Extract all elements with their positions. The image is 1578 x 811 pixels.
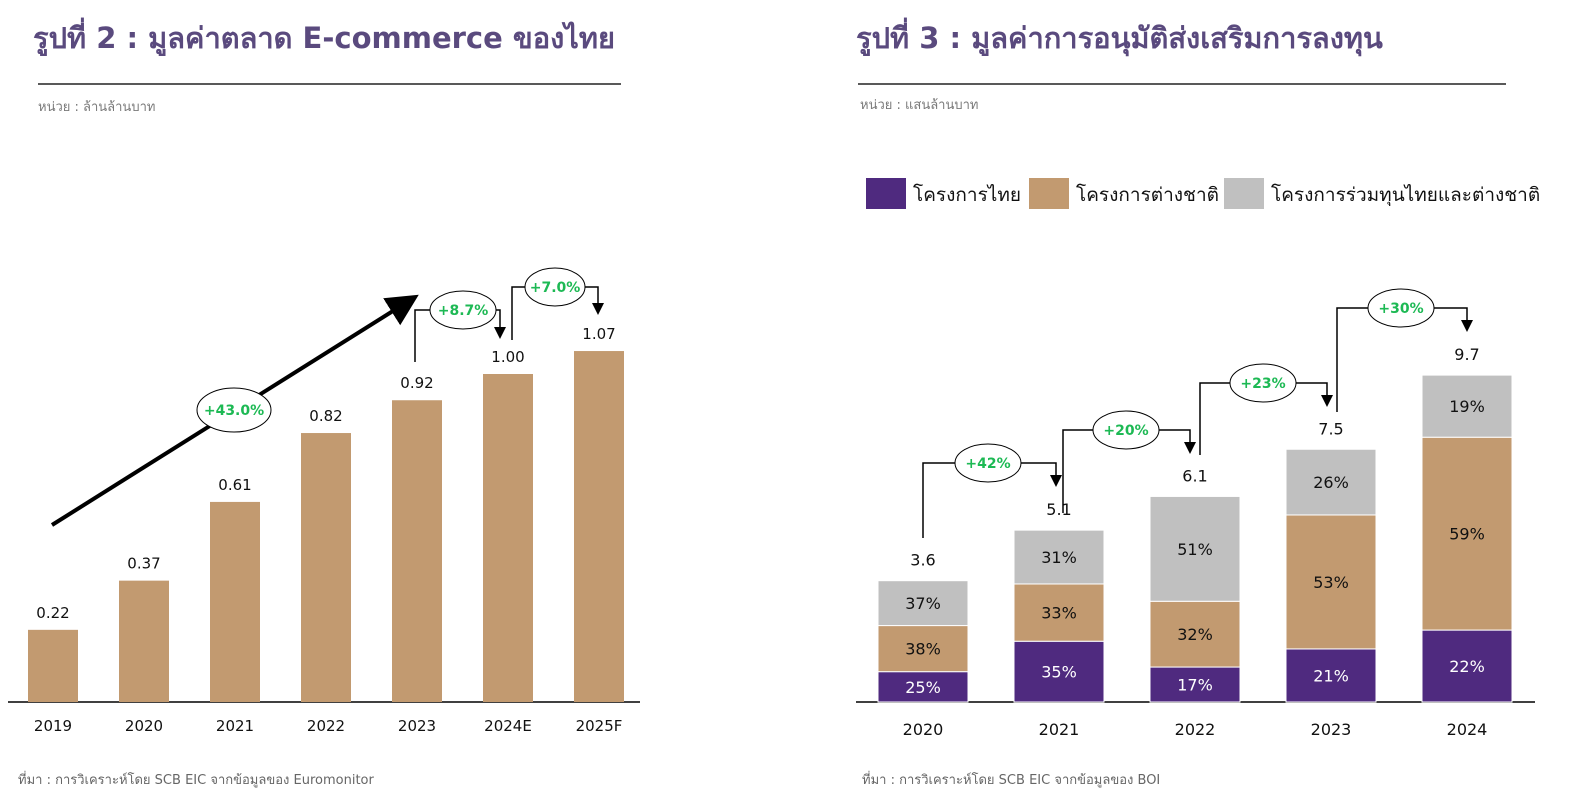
chart3-segment bbox=[877, 580, 969, 627]
chart3-growth-label: +23% bbox=[1240, 376, 1285, 392]
chart2-source: ที่มา : การวิเคราะห์โดย SCB EIC จากข้อมู… bbox=[18, 771, 374, 788]
chart2-x-tick: 2022 bbox=[307, 717, 345, 735]
chart3-unit: หน่วย : แสนล้านบาท bbox=[860, 98, 979, 113]
legend-swatch bbox=[1224, 178, 1264, 209]
chart2-growth-2025-bubble bbox=[524, 267, 586, 307]
chart2-growth-2024-bubble bbox=[429, 290, 497, 330]
chart2-value-label: 0.22 bbox=[36, 604, 69, 622]
chart3-segment-label: 59% bbox=[1449, 525, 1485, 544]
chart2-bar bbox=[119, 580, 169, 702]
chart3-segment-label: 17% bbox=[1177, 676, 1213, 695]
chart3-segment-label: 32% bbox=[1177, 625, 1213, 644]
chart3-growth-label: +30% bbox=[1378, 301, 1423, 317]
chart3-segment-label: 31% bbox=[1041, 548, 1077, 567]
chart2-bar bbox=[392, 400, 442, 702]
chart3-segment bbox=[1421, 436, 1513, 631]
chart3-segment-label: 38% bbox=[905, 640, 941, 659]
chart2-value-label: 0.61 bbox=[218, 476, 251, 494]
chart2-growth-label: +43.0% bbox=[204, 403, 264, 419]
chart3-total-label: 3.6 bbox=[910, 551, 935, 570]
chart2-growth-2024-label: +8.7% bbox=[438, 303, 489, 319]
chart3-segment bbox=[1149, 495, 1241, 602]
chart2-bar bbox=[210, 501, 260, 702]
chart3-segment-label: 25% bbox=[905, 678, 941, 697]
chart2-title: รูปที่ 2 : มูลค่าตลาด E-commerce ของไทย bbox=[33, 17, 615, 56]
chart3-x-tick: 2023 bbox=[1311, 720, 1352, 739]
chart3-segment-label: 37% bbox=[905, 594, 941, 613]
chart3-segment bbox=[1149, 600, 1241, 668]
chart3-growth-label: +20% bbox=[1103, 423, 1148, 439]
chart3-segment-label: 19% bbox=[1449, 397, 1485, 416]
legend-swatch bbox=[1029, 178, 1069, 209]
chart3-segment bbox=[877, 625, 969, 673]
chart3-source: ที่มา : การวิเคราะห์โดย SCB EIC จากข้อมู… bbox=[862, 771, 1160, 788]
chart3-growth-label: +42% bbox=[965, 456, 1010, 472]
chart3-segment-label: 33% bbox=[1041, 604, 1077, 623]
legend-label: โครงการต่างชาติ bbox=[1076, 183, 1219, 206]
chart2-bar bbox=[28, 629, 78, 702]
chart2-bar bbox=[483, 374, 533, 702]
chart3-segment-label: 35% bbox=[1041, 663, 1077, 682]
chart2-x-tick: 2025F bbox=[576, 717, 623, 735]
chart3-total-label: 5.1 bbox=[1046, 500, 1071, 519]
chart3-title: รูปที่ 3 : มูลค่าการอนุมัติส่งเสริมการลง… bbox=[856, 17, 1383, 56]
chart3-total-label: 7.5 bbox=[1318, 419, 1343, 438]
chart3-x-tick: 2024 bbox=[1447, 720, 1488, 739]
legend-label: โครงการไทย bbox=[913, 183, 1021, 206]
chart2-value-label: 1.00 bbox=[491, 348, 524, 366]
chart3-segment-label: 26% bbox=[1313, 473, 1349, 492]
chart3-segment bbox=[1421, 374, 1513, 438]
chart2-value-label: 1.07 bbox=[582, 325, 615, 343]
chart2-bar bbox=[574, 351, 624, 702]
chart3-growth-bubble bbox=[1367, 288, 1435, 328]
chart3-x-tick: 2021 bbox=[1039, 720, 1080, 739]
chart2-growth-2025-label: +7.0% bbox=[530, 280, 581, 296]
chart2-growth-bubble bbox=[196, 387, 272, 433]
chart3-x-tick: 2020 bbox=[903, 720, 944, 739]
chart3-segment bbox=[1421, 629, 1513, 703]
chart3-segment bbox=[1013, 583, 1105, 642]
chart3-growth-bubble bbox=[1092, 410, 1160, 450]
chart3-segment bbox=[1013, 529, 1105, 585]
chart3-x-tick: 2022 bbox=[1175, 720, 1216, 739]
chart3-total-label: 9.7 bbox=[1454, 345, 1479, 364]
chart2-x-tick: 2020 bbox=[125, 717, 163, 735]
chart2-x-tick: 2023 bbox=[398, 717, 436, 735]
legend-swatch bbox=[866, 178, 906, 209]
chart2-unit: หน่วย : ล้านล้านบาท bbox=[38, 100, 155, 115]
chart3-segment bbox=[877, 671, 969, 703]
legend-label: โครงการร่วมทุนไทยและต่างชาติ bbox=[1271, 183, 1540, 207]
chart2-bar bbox=[301, 433, 351, 702]
chart2-x-tick: 2019 bbox=[34, 717, 72, 735]
chart3-segment bbox=[1013, 640, 1105, 703]
chart3-total-label: 6.1 bbox=[1182, 466, 1207, 485]
chart3-segment-label: 53% bbox=[1313, 573, 1349, 592]
chart2-value-label: 0.92 bbox=[400, 374, 433, 392]
chart2-value-label: 0.37 bbox=[127, 555, 160, 573]
chart3-segment-label: 51% bbox=[1177, 540, 1213, 559]
chart3-segment bbox=[1285, 514, 1377, 650]
chart3-growth-bubble bbox=[954, 443, 1022, 483]
chart3-segment bbox=[1285, 448, 1377, 516]
chart2-x-tick: 2021 bbox=[216, 717, 254, 735]
chart3-segment bbox=[1285, 648, 1377, 703]
chart3-segment-label: 22% bbox=[1449, 657, 1485, 676]
chart2-value-label: 0.82 bbox=[309, 407, 342, 425]
chart3-growth-bubble bbox=[1229, 363, 1297, 403]
chart3-segment-label: 21% bbox=[1313, 666, 1349, 685]
chart2-x-tick: 2024E bbox=[484, 717, 532, 735]
